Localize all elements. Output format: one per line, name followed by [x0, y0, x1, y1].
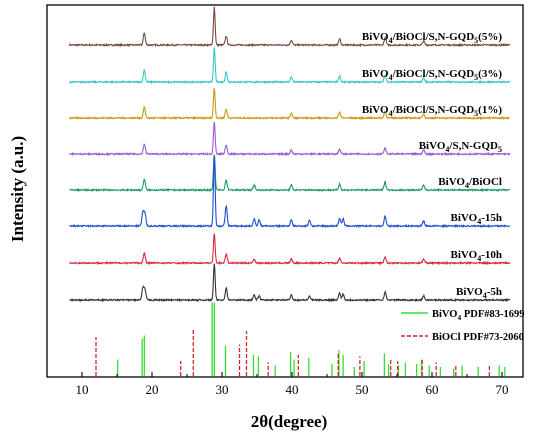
legend-label-sub: 4	[457, 313, 461, 322]
series-label-mid: /S,N-GQD	[448, 140, 498, 152]
x-tick-label: 60	[426, 382, 439, 397]
label-layer: BiVO4/BiOCl/S,N-GQD5(5%)BiVO4/BiOCl/S,N-…	[362, 31, 502, 300]
series-line	[68, 6, 511, 48]
legend-label: BiVO4 PDF#83-1699	[432, 309, 525, 322]
series-line	[69, 233, 511, 266]
legend-label-tail: PDF#83-1699	[461, 309, 524, 320]
series-label-main: BiVO	[456, 286, 483, 298]
series-label-sub: 4	[389, 73, 393, 82]
series-label-main: BiVO	[362, 31, 389, 43]
plot-frame	[46, 4, 524, 378]
series-label-mid: /BiOCl/S,N-GQD	[392, 31, 475, 43]
series-line	[68, 88, 511, 121]
series-line	[69, 263, 511, 303]
series-label: BiVO4/BiOCl/S,N-GQD5(1%)	[362, 104, 502, 118]
series-label: BiVO4/S,N-GQD5	[419, 140, 502, 154]
series-label-sub: 4	[483, 291, 487, 300]
series-label-tail: (1%)	[478, 104, 502, 116]
series-line	[68, 121, 511, 157]
series-label-main: BiVO	[362, 104, 389, 116]
series-label: BiVO4/BiOCl/S,N-GQD5(3%)	[362, 68, 502, 82]
series-line	[69, 47, 511, 85]
legend-label-main: BiOCl	[432, 332, 461, 343]
series-line	[69, 156, 511, 229]
reference-layer	[95, 302, 506, 376]
x-tick-label: 40	[286, 382, 299, 397]
series-label-main: BiVO	[419, 140, 446, 152]
series-label-sub: 4	[477, 254, 481, 263]
legend-label-main: BiVO	[432, 309, 457, 320]
series-label: BiVO4-15h	[451, 212, 502, 226]
series-label-main: BiVO	[451, 249, 478, 261]
series-label-mid: -10h	[481, 249, 502, 261]
series-label-sub: 4	[445, 145, 449, 154]
x-axis-title: 2θ(degree)	[251, 412, 328, 431]
legend-label: BiOCl PDF#73-2060	[432, 332, 524, 343]
series-label-sub: 4	[389, 109, 393, 118]
series-label-sub: 5	[474, 73, 478, 82]
series-layer	[68, 6, 511, 303]
series-line	[69, 154, 511, 193]
x-tick-label: 70	[496, 382, 509, 397]
series-label-sub: 5	[474, 109, 478, 118]
y-axis-title: Intensity (a.u.)	[8, 136, 27, 242]
legend-label-tail: PDF#73-2060	[461, 332, 524, 343]
series-label-mid: /BiOCl/S,N-GQD	[392, 68, 475, 80]
series-label: BiVO4-10h	[451, 249, 502, 263]
series-label-tail: (3%)	[478, 68, 502, 80]
series-label-sub: 4	[389, 36, 393, 45]
series-label-mid: -15h	[481, 212, 502, 224]
series-label-tail: (5%)	[478, 31, 502, 43]
series-label-sub: 4	[477, 217, 481, 226]
series-label-main: BiVO	[438, 176, 465, 188]
series-label: BiVO4/BiOCl	[438, 176, 502, 190]
series-label-sub: 5	[498, 145, 502, 154]
series-label: BiVO4/BiOCl/S,N-GQD5(5%)	[362, 31, 502, 45]
x-tick-label: 20	[146, 382, 159, 397]
series-label-sub: 4	[465, 181, 469, 190]
x-tick-label: 10	[76, 382, 89, 397]
series-label-main: BiVO	[451, 212, 478, 224]
series-label: BiVO4-5h	[456, 286, 502, 300]
x-tick-label: 30	[216, 382, 229, 397]
series-label-mid: /BiOCl/S,N-GQD	[392, 104, 475, 116]
series-label-mid: -5h	[487, 286, 502, 298]
series-label-sub: 5	[474, 36, 478, 45]
series-label-main: BiVO	[362, 68, 389, 80]
legend: BiVO4 PDF#83-1699 BiOCl PDF#73-2060	[401, 309, 525, 343]
series-label-mid: /BiOCl	[468, 176, 502, 188]
tick-layer: 10 20 30 40 50 60 70	[76, 372, 509, 397]
x-tick-label: 50	[356, 382, 369, 397]
